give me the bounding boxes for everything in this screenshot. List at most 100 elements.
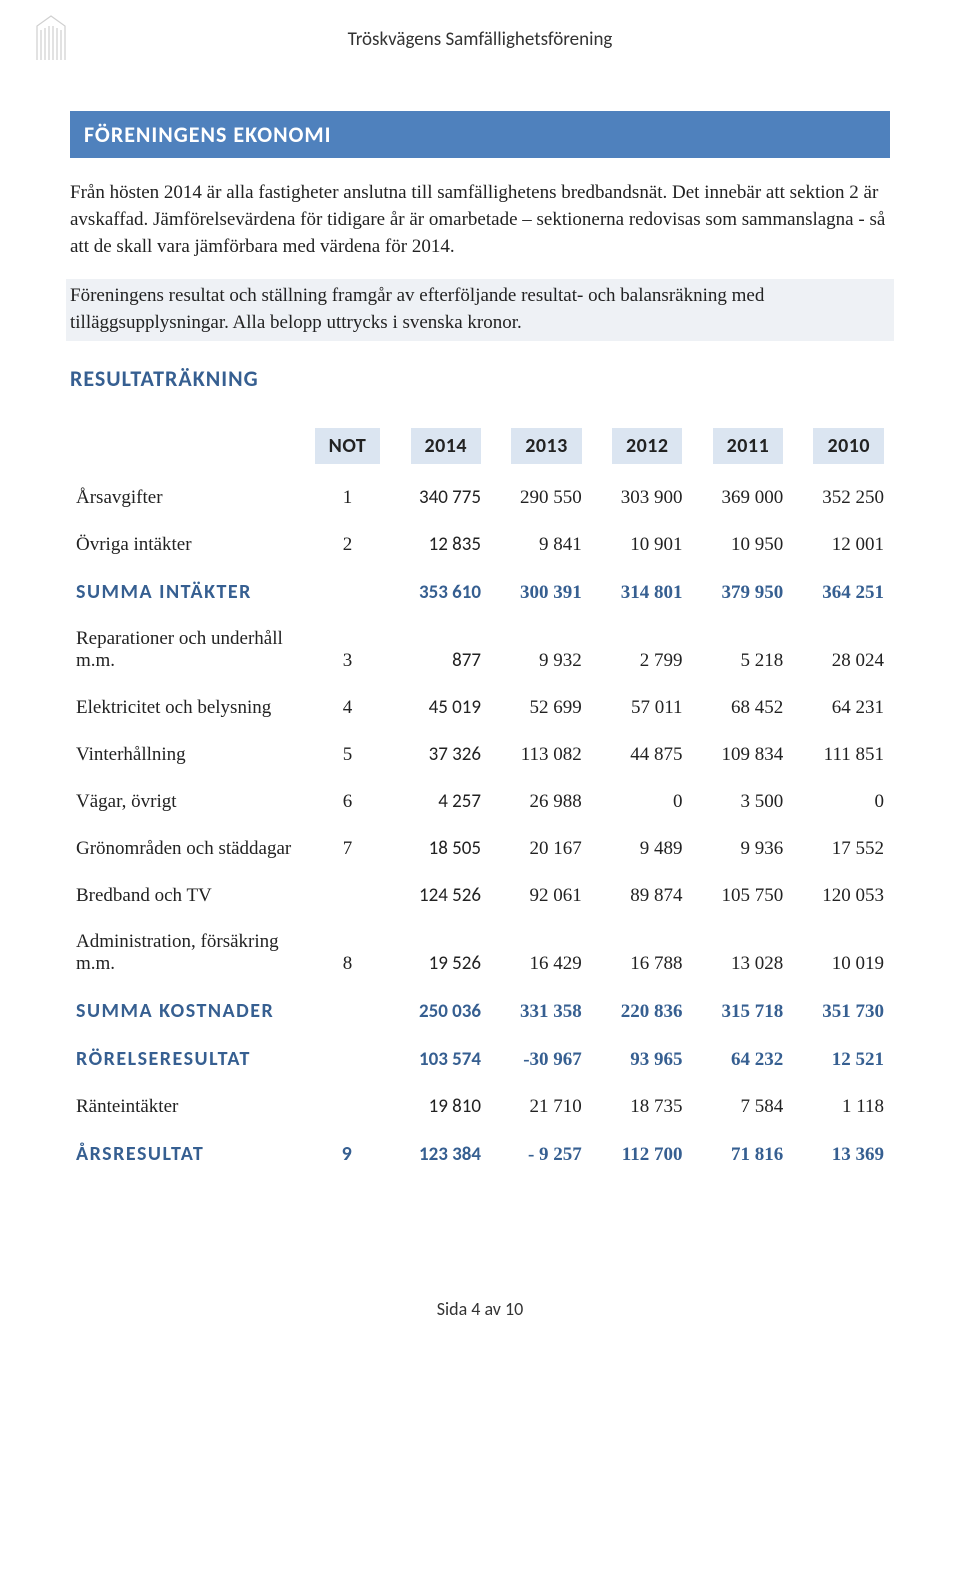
cell-value: 120 053 [789, 872, 890, 919]
cell-value: 250 036 [386, 987, 487, 1035]
cell-value: 300 391 [487, 568, 588, 616]
cell-value: 9 936 [688, 825, 789, 872]
cell-value: 92 061 [487, 872, 588, 919]
cell-value: 10 019 [789, 919, 890, 987]
cell-value: 109 834 [688, 731, 789, 778]
table-row: Reparationer och underhåll m.m.38779 932… [70, 616, 890, 684]
cell-value: 314 801 [588, 568, 689, 616]
cell-value: 13 369 [789, 1130, 890, 1178]
row-note [309, 987, 387, 1035]
row-note: 1 [309, 474, 387, 521]
page-header: Tröskvägens Samfällighetsförening [70, 28, 890, 51]
cell-value: 18 505 [386, 825, 487, 872]
row-note [309, 872, 387, 919]
cell-value: 17 552 [789, 825, 890, 872]
cell-value: 89 874 [588, 872, 689, 919]
row-label: Vinterhållning [70, 731, 309, 778]
cell-value: 103 574 [386, 1035, 487, 1083]
row-label: SUMMA KOSTNADER [70, 987, 309, 1035]
row-label: Reparationer och underhåll m.m. [70, 616, 309, 684]
cell-value: 12 521 [789, 1035, 890, 1083]
cell-value: 0 [789, 778, 890, 825]
row-label: ÅRSRESULTAT [70, 1130, 309, 1178]
row-label: Administration, försäkring m.m. [70, 919, 309, 987]
table-row: SUMMA INTÄKTER353 610300 391314 801379 9… [70, 568, 890, 616]
cell-value: 379 950 [688, 568, 789, 616]
table-row: Grönområden och städdagar718 50520 1679 … [70, 825, 890, 872]
cell-value: 369 000 [688, 474, 789, 521]
cell-value: 68 452 [688, 684, 789, 731]
org-name: Tröskvägens Samfällighetsförening [348, 28, 613, 51]
cell-value: 21 710 [487, 1083, 588, 1130]
cell-value: 353 610 [386, 568, 487, 616]
cell-value: 12 835 [386, 521, 487, 568]
cell-value: - 9 257 [487, 1130, 588, 1178]
cell-value: 0 [588, 778, 689, 825]
cell-value: 9 932 [487, 616, 588, 684]
banner-title: FÖRENINGENS EKONOMI [84, 121, 332, 148]
cell-value: 19 526 [386, 919, 487, 987]
table-row: RÖRELSERESULTAT103 574-30 96793 96564 23… [70, 1035, 890, 1083]
cell-value: 26 988 [487, 778, 588, 825]
col-header-2010: 2010 [789, 418, 890, 474]
cell-value: 331 358 [487, 987, 588, 1035]
cell-value: 12 001 [789, 521, 890, 568]
cell-value: 111 851 [789, 731, 890, 778]
cell-value: 290 550 [487, 474, 588, 521]
col-header-2012: 2012 [588, 418, 689, 474]
cell-value: 124 526 [386, 872, 487, 919]
cell-value: 10 901 [588, 521, 689, 568]
income-statement-table: NOT 2014 2013 2012 2011 2010 Årsavgifter… [70, 418, 890, 1178]
table-row: ÅRSRESULTAT9123 384- 9 257112 70071 8161… [70, 1130, 890, 1178]
table-row: SUMMA KOSTNADER 250 036331 358220 836315 … [70, 987, 890, 1035]
intro-paragraph-2: Föreningens resultat och ställning framg… [70, 283, 890, 337]
row-note [309, 1035, 387, 1083]
cell-value: 340 775 [386, 474, 487, 521]
cell-value: 18 735 [588, 1083, 689, 1130]
row-note: 6 [309, 778, 387, 825]
cell-value: 93 965 [588, 1035, 689, 1083]
cell-value: 64 231 [789, 684, 890, 731]
table-header-row: NOT 2014 2013 2012 2011 2010 [70, 418, 890, 474]
intro-paragraph-1: Från hösten 2014 är alla fastigheter ans… [70, 180, 890, 261]
row-note: 9 [309, 1130, 387, 1178]
table-row: Elektricitet och belysning445 01952 6995… [70, 684, 890, 731]
col-header-2013: 2013 [487, 418, 588, 474]
cell-value: 10 950 [688, 521, 789, 568]
cell-value: 16 788 [588, 919, 689, 987]
cell-value: 45 019 [386, 684, 487, 731]
document-page: Tröskvägens Samfällighetsförening FÖRENI… [0, 0, 960, 1360]
pager-text: Sida 4 av 10 [437, 1298, 524, 1320]
page-footer: Sida 4 av 10 [70, 1298, 890, 1320]
cell-value: 57 011 [588, 684, 689, 731]
cell-value: 877 [386, 616, 487, 684]
cell-value: 105 750 [688, 872, 789, 919]
row-note: 7 [309, 825, 387, 872]
row-note: 8 [309, 919, 387, 987]
cell-value: 37 326 [386, 731, 487, 778]
row-note [309, 568, 387, 616]
table-row: Övriga intäkter212 8359 84110 90110 9501… [70, 521, 890, 568]
cell-value: 44 875 [588, 731, 689, 778]
cell-value: 113 082 [487, 731, 588, 778]
logo-icon [30, 12, 72, 62]
row-label: RÖRELSERESULTAT [70, 1035, 309, 1083]
cell-value: 315 718 [688, 987, 789, 1035]
row-label: Övriga intäkter [70, 521, 309, 568]
row-label: Elektricitet och belysning [70, 684, 309, 731]
cell-value: 13 028 [688, 919, 789, 987]
cell-value: 7 584 [688, 1083, 789, 1130]
table-row: Vägar, övrigt64 25726 98803 5000 [70, 778, 890, 825]
section-banner: FÖRENINGENS EKONOMI [70, 111, 890, 158]
cell-value: 112 700 [588, 1130, 689, 1178]
row-label: Ränteintäkter [70, 1083, 309, 1130]
table-row: Administration, försäkring m.m.819 526 16… [70, 919, 890, 987]
table-row: Vinterhållning537 326113 08244 875109 83… [70, 731, 890, 778]
cell-value: 220 836 [588, 987, 689, 1035]
highlight-band: Föreningens resultat och ställning framg… [66, 279, 894, 341]
table-row: Bredband och TV124 52692 06189 874105 75… [70, 872, 890, 919]
table-row: Ränteintäkter19 81021 71018 7357 5841 11… [70, 1083, 890, 1130]
row-label: Grönområden och städdagar [70, 825, 309, 872]
col-header-2014: 2014 [386, 418, 487, 474]
cell-value: 351 730 [789, 987, 890, 1035]
